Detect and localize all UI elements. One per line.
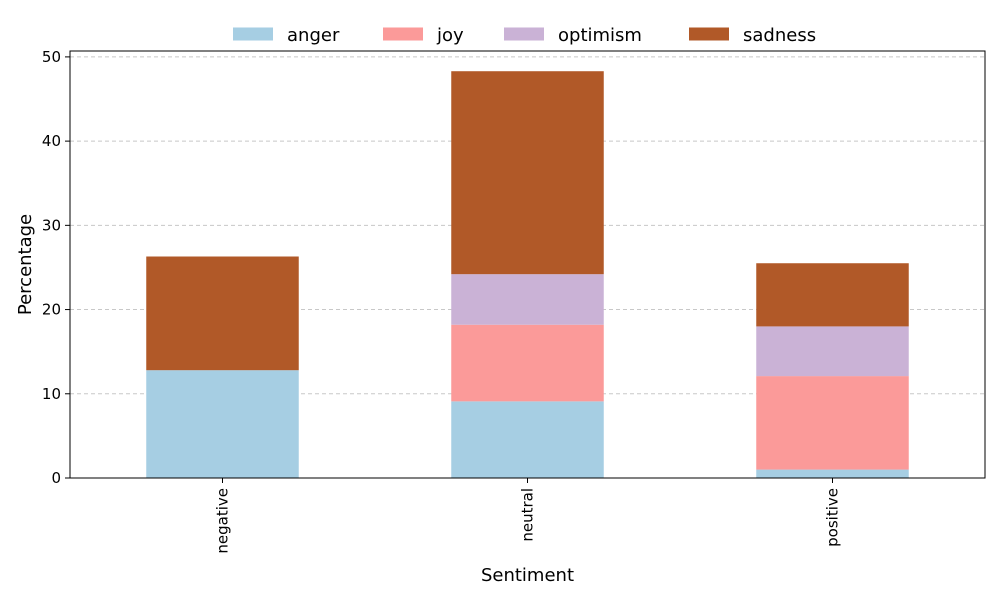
bar-sadness-neutral — [451, 71, 604, 275]
x-axis-ticks: negative neutral positive — [214, 478, 842, 554]
y-tick-label: 0 — [51, 469, 61, 487]
bar-anger-neutral — [451, 401, 604, 478]
y-axis-label: Percentage — [15, 214, 36, 315]
legend-label: joy — [436, 25, 464, 46]
y-tick-label: 40 — [42, 132, 61, 150]
x-tick-label: positive — [824, 488, 842, 547]
y-axis-ticks: 0 10 20 30 40 50 — [42, 48, 70, 487]
x-tick-label: neutral — [519, 488, 537, 542]
bar-optimism-positive — [756, 326, 909, 377]
bar-anger-negative — [146, 370, 299, 478]
bar-optimism-neutral — [451, 274, 604, 325]
legend-item-joy: joy — [383, 25, 464, 46]
y-tick-label: 20 — [42, 301, 61, 319]
y-tick-label: 30 — [42, 216, 61, 234]
legend-label: anger — [287, 25, 340, 46]
bar-joy-positive — [756, 376, 909, 470]
y-tick-label: 50 — [42, 48, 61, 66]
legend-swatch — [233, 27, 273, 41]
bars — [146, 71, 909, 478]
legend-swatch — [504, 27, 544, 41]
x-tick-label: negative — [214, 488, 232, 554]
legend-item-anger: anger — [233, 25, 340, 46]
bar-sadness-positive — [756, 263, 909, 327]
bar-sadness-negative — [146, 256, 299, 371]
legend-swatch — [689, 27, 729, 41]
legend-label: optimism — [558, 25, 642, 46]
legend-item-sadness: sadness — [689, 25, 816, 46]
bar-anger-positive — [756, 469, 909, 478]
legend-label: sadness — [743, 25, 816, 46]
legend: anger joy optimism sadness — [233, 25, 816, 46]
bar-joy-neutral — [451, 324, 604, 402]
y-tick-label: 10 — [42, 385, 61, 403]
legend-item-optimism: optimism — [504, 25, 642, 46]
x-axis-label: Sentiment — [481, 565, 574, 586]
legend-swatch — [383, 27, 423, 41]
